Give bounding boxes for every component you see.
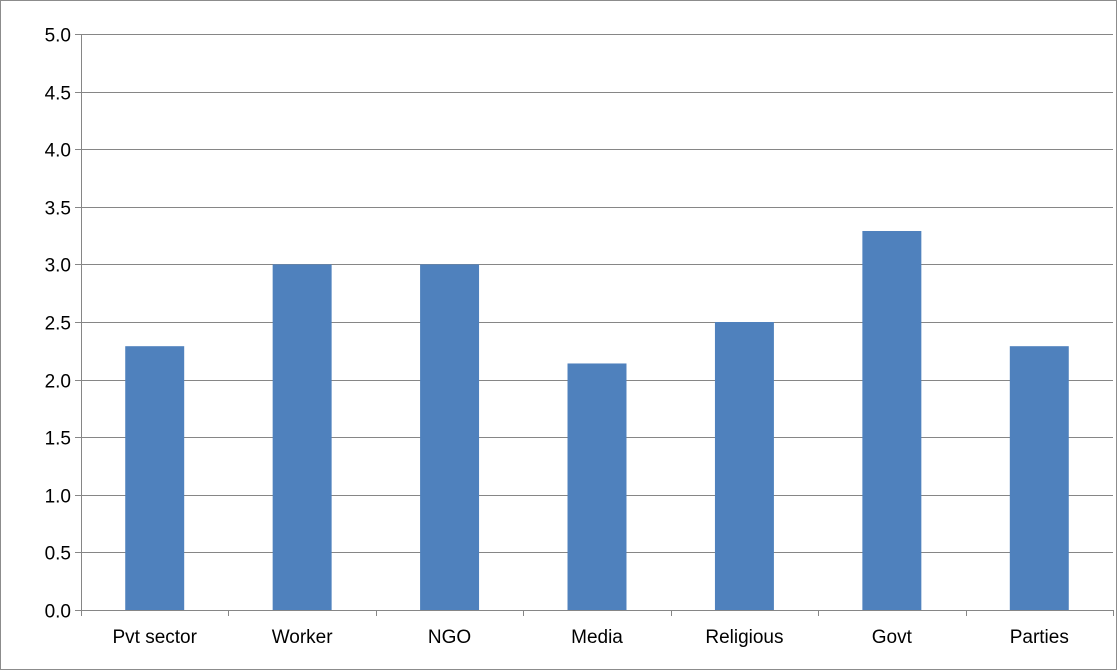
y-tick-label: 2.5	[45, 314, 71, 335]
x-tick-label: Media	[571, 627, 623, 648]
bar-worker	[272, 264, 332, 610]
x-tick-label: Religious	[705, 627, 783, 648]
y-tick-label: 4.0	[45, 141, 71, 162]
y-tick-label: 5.0	[45, 26, 71, 47]
bars	[125, 230, 1069, 610]
bar-media	[567, 363, 627, 610]
bar-religious	[714, 322, 774, 610]
y-tick-label: 1.0	[45, 487, 71, 508]
x-tick-label: Govt	[872, 627, 913, 648]
x-tick-label: Pvt sector	[112, 627, 197, 648]
y-tick-label: 1.5	[45, 429, 71, 450]
x-tick-labels: Pvt sector Worker NGO Media Religious Govt Par…	[112, 627, 1068, 648]
y-tick-label: 2.0	[45, 372, 71, 393]
x-tick-label: Parties	[1010, 627, 1069, 648]
y-tick-label: 3.5	[45, 199, 71, 220]
y-tick-label: 4.5	[45, 84, 71, 105]
y-tick-label: 3.0	[45, 256, 71, 277]
gridlines	[81, 34, 1113, 553]
axes	[75, 34, 1114, 616]
bar-ngo	[420, 264, 480, 610]
y-tick-label: 0.5	[45, 544, 71, 565]
x-tick-label: NGO	[428, 627, 471, 648]
bar-pvt-sector	[125, 346, 185, 610]
bar-parties	[1009, 346, 1069, 610]
bar-govt	[862, 230, 922, 610]
y-tick-label: 0.0	[45, 602, 71, 623]
x-tick-label: Worker	[272, 627, 334, 648]
y-tick-labels: 0.0 0.5 1.0 1.5 2.0 2.5 3.0 3.5 4.0 4.5 5.0	[45, 26, 71, 623]
